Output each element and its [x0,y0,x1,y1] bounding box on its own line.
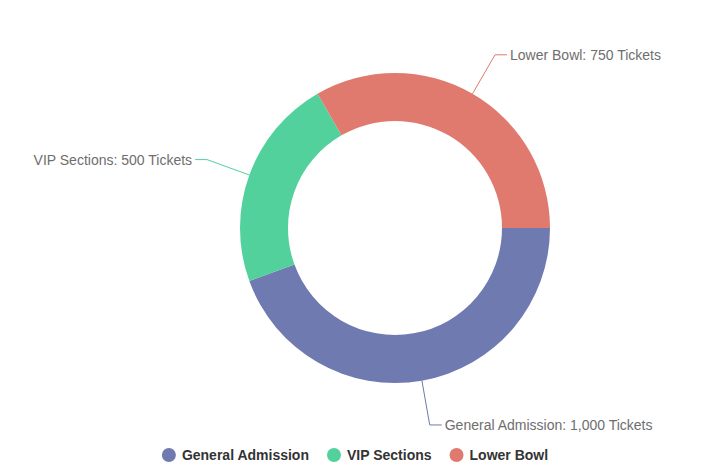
data-label: VIP Sections: 500 Tickets [34,151,193,167]
legend-label: VIP Sections [347,447,432,463]
slice [318,73,551,228]
legend-label: Lower Bowl [470,447,549,463]
legend-item: General Admission [162,447,309,463]
legend-label: General Admission [182,447,309,463]
chart: General Admission: 1,000 Tickets VIP Sect… [0,0,710,471]
legend-item: VIP Sections [327,447,432,463]
legend-marker [162,448,176,462]
legend-marker [327,448,341,462]
data-labels: General Admission: 1,000 Tickets VIP Sect… [34,47,661,433]
leader-line [473,55,508,94]
legend-marker [450,448,464,462]
slice [240,94,341,281]
legend-item: Lower Bowl [450,447,549,463]
legend: General Admission VIP Sections Lower Bowl [162,447,548,463]
leader-line [422,381,442,425]
slice [249,228,550,383]
data-label: General Admission: 1,000 Tickets [445,417,653,433]
data-label: Lower Bowl: 750 Tickets [510,47,661,63]
plot [240,73,550,383]
leader-line [195,160,249,175]
